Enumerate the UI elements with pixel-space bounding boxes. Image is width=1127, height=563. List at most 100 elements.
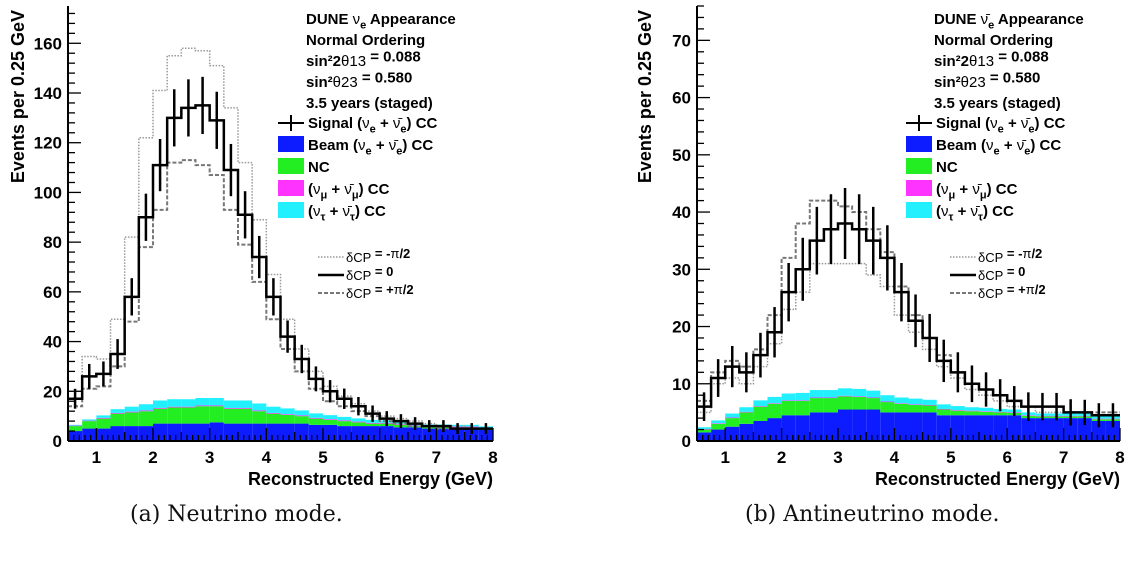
title-line-1: DUNE νe​ Appearance	[306, 11, 456, 32]
chart-antineutrino-mode: 1 2 3 4 5 6 7 8 0 10 20 30 40 50 60 70 Reconstructed Ene…	[635, 5, 1125, 489]
y-tick-label: 40	[43, 333, 62, 352]
stack-bar	[1105, 420, 1120, 441]
stack-bar	[767, 403, 782, 404]
stack-bar	[351, 426, 366, 441]
stack-bar	[739, 407, 754, 412]
x-axis-label: Reconstructed Energy (GeV)	[875, 469, 1120, 489]
stack-bar	[908, 412, 923, 441]
stack-bar	[795, 400, 810, 416]
x-tick-label: 1	[92, 448, 101, 467]
stack-bar	[725, 426, 740, 441]
stack-bar	[153, 423, 168, 441]
stack-bar	[138, 410, 153, 412]
stack-bar	[365, 423, 380, 427]
stack-bar	[1035, 418, 1050, 441]
stack-bar	[195, 397, 210, 406]
stack-bar	[725, 417, 740, 419]
stack-bar	[979, 411, 994, 416]
stack-bar	[1021, 418, 1036, 441]
y-tick-label: 100	[34, 183, 62, 202]
x-tick-label: 5	[318, 448, 327, 467]
stack-bar	[993, 415, 1008, 441]
stack-bar	[809, 390, 824, 398]
stack-bar	[308, 424, 323, 441]
stack-bar	[753, 400, 768, 407]
legend-beam-swatch	[906, 136, 932, 152]
legend-beam-label: Beam (νe​ + ν̄e​) CC	[936, 137, 1061, 158]
legend-beam-label: Beam (νe​ + ν̄e​) CC	[308, 137, 433, 158]
stack-bar	[351, 418, 366, 422]
caption-neutrino-mode: (a) Neutrino mode.	[130, 502, 343, 527]
stack-bar	[209, 397, 224, 406]
stack-bar	[82, 428, 97, 441]
stack-bar	[365, 422, 380, 424]
stack-bar	[880, 395, 895, 402]
stack-bar	[223, 408, 238, 424]
legend-nutau-label: (ντ​ + ν̄τ​) CC	[936, 203, 1014, 224]
legend-numu-label: (νμ​ + ν̄μ​) CC	[308, 181, 390, 202]
y-tick-label: 0	[53, 432, 62, 451]
stack-bar	[308, 413, 323, 418]
legend-nc-label: NC	[936, 159, 958, 176]
stack-bar	[781, 400, 796, 401]
legend-beam-swatch	[278, 136, 304, 152]
stack-bar	[979, 411, 994, 412]
title-line-4: sin²θ23​ = 0.580	[306, 70, 412, 92]
stack-bar	[711, 420, 726, 424]
stack-bar	[209, 422, 224, 441]
x-tick-label: 7	[432, 448, 441, 467]
legend-numu-label: (νμ​ + ν̄μ​) CC	[936, 181, 1018, 202]
stack-bar	[280, 414, 295, 415]
stack-bar	[753, 420, 768, 441]
legend-nc-swatch	[278, 158, 304, 174]
stack-bar	[280, 414, 295, 424]
stack-bar	[866, 397, 881, 399]
stack-bar	[781, 393, 796, 401]
stack-bar	[979, 407, 994, 412]
stack-bar	[866, 390, 881, 398]
series-dcp-zero	[68, 104, 493, 430]
stack-bar	[753, 406, 768, 421]
stack-bar	[68, 424, 83, 426]
stack-bar	[852, 409, 867, 441]
stack-bar	[195, 406, 210, 424]
title-line-3: sin²2θ13​ = 0.088	[306, 49, 421, 71]
stack-bar	[337, 416, 352, 421]
stack-bar	[138, 426, 153, 441]
stack-bar	[711, 429, 726, 441]
stack-bar	[795, 400, 810, 401]
stack-bar	[823, 398, 838, 413]
stack-bar	[894, 412, 909, 441]
stack-bar	[351, 421, 366, 423]
stack-bar	[739, 423, 754, 441]
stack-bar	[753, 406, 768, 407]
stack-bar	[408, 427, 423, 441]
title-line-4: sin²θ23​ = 0.580	[934, 70, 1040, 92]
stack-bar	[223, 400, 238, 408]
y-tick-label: 50	[672, 146, 691, 165]
x-tick-label: 2	[148, 448, 157, 467]
y-tick-label: 140	[34, 84, 62, 103]
stack-bar	[908, 404, 923, 413]
stack-bar	[124, 426, 139, 441]
stack-bar	[337, 426, 352, 441]
stack-bar	[838, 409, 853, 441]
legend-dcp_plus-label: δCP​ = +π/2	[346, 282, 414, 301]
x-tick-label: 1	[720, 448, 729, 467]
y-tick-label: 70	[672, 31, 691, 50]
series-dcp-plus-pi2	[68, 159, 493, 430]
legend-dcp_minus-label: δCP​ = -π/2	[978, 246, 1042, 265]
stack-bar	[280, 423, 295, 441]
legend-nutau-swatch	[278, 202, 304, 218]
stack-bar	[238, 423, 253, 441]
stack-bar	[1091, 420, 1106, 441]
stack-bar	[894, 403, 909, 404]
title-line-5: 3.5 years (staged)	[306, 95, 433, 112]
stack-bar	[181, 423, 196, 441]
y-tick-label: 10	[672, 375, 691, 394]
stack-bar	[697, 428, 712, 430]
stack-bar	[852, 396, 867, 410]
legend-dcp_zero-label: δCP​ = 0	[978, 264, 1025, 283]
x-tick-label: 3	[205, 448, 214, 467]
y-tick-label: 160	[34, 34, 62, 53]
